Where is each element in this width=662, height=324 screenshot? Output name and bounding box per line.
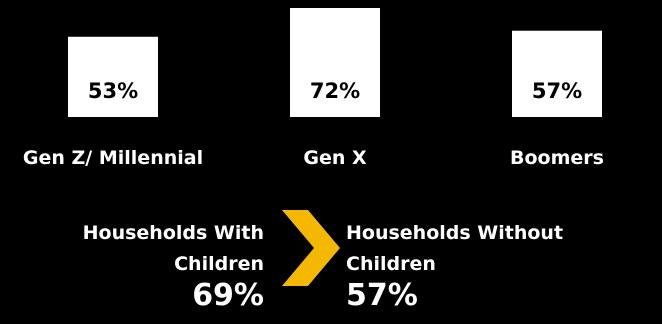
bar-gen-z-millennial [68,36,158,118]
chevron-right-icon [282,210,340,286]
data-label-boomers: 57% [532,79,582,103]
bar-chart: 53% Gen Z/ Millennial 72% Gen X 57% Boomers [23,8,604,169]
households-with-children-label-line2: Children [174,253,264,275]
category-label-gen-x: Gen X [303,147,367,169]
households-without-children: Households Without Children 57% [346,218,646,314]
bar-boomers [512,30,602,117]
households-with-children: Households With Children 69% [24,218,264,314]
households-without-children-value: 57% [346,278,418,313]
households-with-children-value: 69% [192,278,264,313]
category-label-gen-z-millennial: Gen Z/ Millennial [23,147,203,169]
data-label-gen-z-millennial: 53% [88,79,138,103]
households-without-children-label-line2: Children [346,253,436,275]
category-label-boomers: Boomers [510,147,604,169]
data-label-gen-x: 72% [310,79,360,103]
bar-gen-x [290,8,380,117]
households-with-children-label-line1: Households With [82,222,264,244]
households-without-children-label-line1: Households Without [346,222,564,244]
